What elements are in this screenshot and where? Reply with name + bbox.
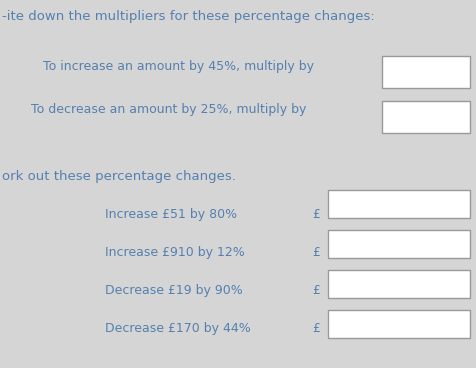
- Text: -ite down the multipliers for these percentage changes:: -ite down the multipliers for these perc…: [2, 10, 375, 23]
- Text: £: £: [312, 284, 320, 297]
- Text: £: £: [312, 246, 320, 259]
- Text: To decrease an amount by 25%, multiply by: To decrease an amount by 25%, multiply b…: [31, 103, 307, 116]
- Text: £: £: [312, 322, 320, 335]
- Text: ork out these percentage changes.: ork out these percentage changes.: [2, 170, 236, 183]
- Text: Decrease £19 by 90%: Decrease £19 by 90%: [105, 284, 242, 297]
- Text: To increase an amount by 45%, multiply by: To increase an amount by 45%, multiply b…: [43, 60, 314, 73]
- Text: Increase £910 by 12%: Increase £910 by 12%: [105, 246, 245, 259]
- Text: Increase £51 by 80%: Increase £51 by 80%: [105, 208, 237, 221]
- Text: £: £: [312, 208, 320, 221]
- Text: Decrease £170 by 44%: Decrease £170 by 44%: [105, 322, 250, 335]
